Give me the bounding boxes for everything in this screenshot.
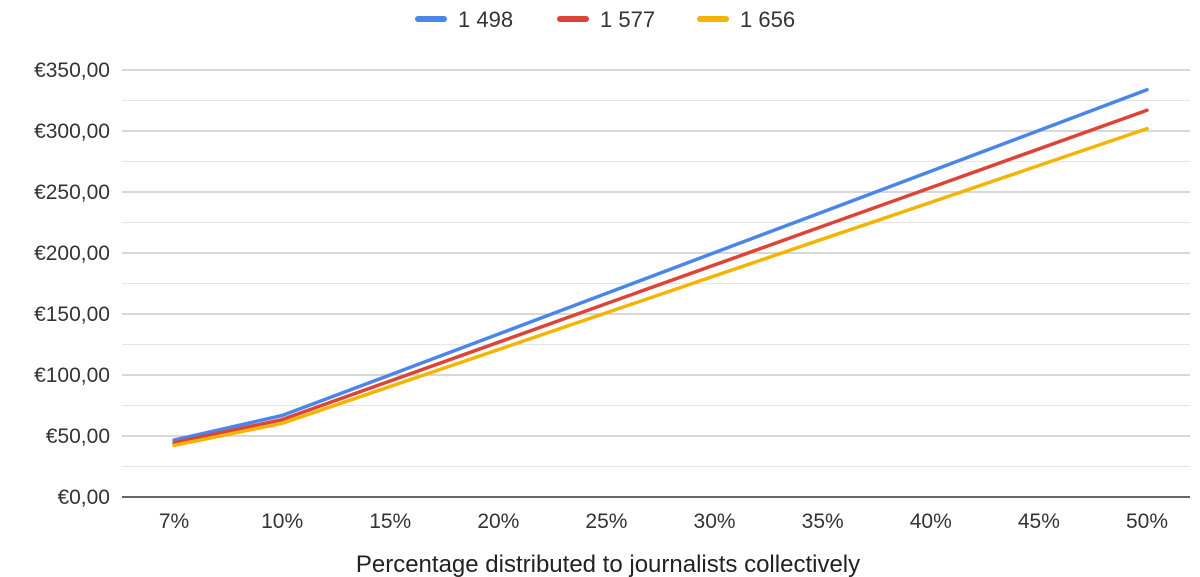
- x-axis-ticks: 7% 10% 15% 20% 25% 30% 35% 40% 45% 50%: [159, 510, 1168, 533]
- series-lines: [172, 88, 1149, 448]
- y-tick-label: €150,00: [34, 303, 110, 326]
- y-tick-label: €350,00: [34, 59, 110, 82]
- x-tick-label: 10%: [261, 510, 303, 533]
- x-tick-label: 7%: [159, 510, 189, 533]
- gridlines: [122, 69, 1190, 467]
- x-tick-label: 20%: [477, 510, 519, 533]
- legend-item: 1 577: [557, 7, 655, 32]
- x-tick-label: 50%: [1126, 510, 1168, 533]
- legend-label: 1 498: [458, 7, 513, 32]
- x-tick-label: 25%: [585, 510, 627, 533]
- y-axis-ticks: €0,00 €50,00 €100,00 €150,00 €200,00 €250,00 €…: [34, 59, 110, 509]
- series-line-3: [172, 126, 1149, 448]
- legend-item: 1 498: [415, 7, 513, 32]
- x-tick-label: 40%: [910, 510, 952, 533]
- y-tick-label: €50,00: [46, 425, 110, 448]
- legend-label: 1 577: [600, 7, 655, 32]
- y-tick-label: €300,00: [34, 120, 110, 143]
- x-tick-label: 35%: [802, 510, 844, 533]
- y-tick-label: €200,00: [34, 242, 110, 265]
- legend-label: 1 656: [740, 7, 795, 32]
- legend: 1 498 1 577 1 656: [415, 7, 795, 32]
- x-tick-label: 45%: [1018, 510, 1060, 533]
- y-tick-label: €0,00: [57, 486, 110, 509]
- y-tick-label: €100,00: [34, 364, 110, 387]
- y-tick-label: €250,00: [34, 181, 110, 204]
- series-line-2: [172, 108, 1149, 445]
- series-line-1: [172, 88, 1149, 442]
- x-tick-label: 15%: [369, 510, 411, 533]
- x-tick-label: 30%: [694, 510, 736, 533]
- legend-item: 1 656: [697, 7, 795, 32]
- x-axis-label: Percentage distributed to journalists co…: [356, 551, 860, 577]
